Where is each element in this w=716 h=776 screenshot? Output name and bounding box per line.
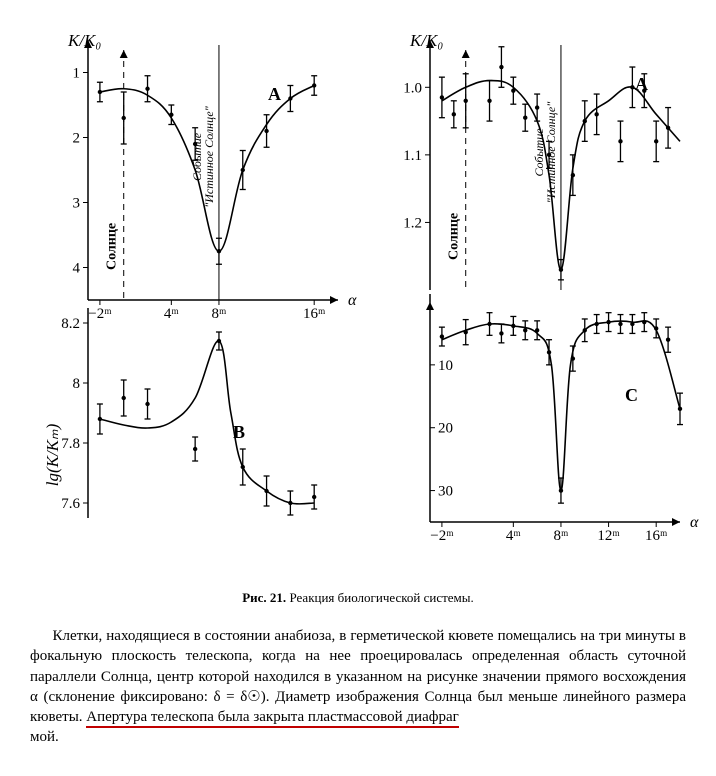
svg-text:8: 8	[73, 376, 81, 392]
svg-text:1: 1	[73, 66, 81, 82]
svg-text:7.8: 7.8	[61, 436, 80, 452]
svg-text:lg(K/Kₘ): lg(K/Kₘ)	[43, 423, 62, 486]
body-underlined: Апертура телескопа была закрыта пластмас…	[86, 709, 458, 728]
svg-text:α: α	[348, 292, 357, 309]
svg-text:12ᵐ: 12ᵐ	[597, 528, 620, 544]
svg-text:8ᵐ: 8ᵐ	[554, 528, 570, 544]
svg-text:2: 2	[73, 131, 81, 147]
caption-prefix: Рис. 21.	[242, 590, 286, 605]
svg-text:7.6: 7.6	[61, 496, 80, 512]
body-paragraph: Клетки, находящиеся в состоянии анабиоза…	[30, 626, 686, 748]
svg-text:30: 30	[438, 484, 453, 500]
svg-text:Солнце: Солнце	[447, 213, 462, 260]
svg-text:4: 4	[73, 261, 81, 277]
svg-text:A: A	[268, 84, 281, 104]
svg-text:8.2: 8.2	[61, 316, 80, 332]
svg-text:Солнце: Солнце	[105, 223, 120, 270]
svg-text:16ᵐ: 16ᵐ	[303, 306, 326, 322]
svg-text:1.1: 1.1	[403, 148, 422, 164]
svg-text:A: A	[635, 74, 648, 94]
svg-text:8ᵐ: 8ᵐ	[212, 306, 228, 322]
svg-text:α: α	[690, 514, 699, 531]
svg-text:16ᵐ: 16ᵐ	[645, 528, 668, 544]
caption-text: Реакция биологической системы.	[289, 590, 473, 605]
svg-text:−2ᵐ: −2ᵐ	[430, 528, 454, 544]
body-text-after: мой.	[30, 729, 59, 745]
svg-text:4ᵐ: 4ᵐ	[164, 306, 180, 322]
svg-text:C: C	[625, 385, 638, 405]
svg-text:B: B	[233, 422, 245, 442]
figure-caption: Рис. 21. Реакция биологической системы.	[40, 590, 676, 606]
svg-text:K/K₀: K/K₀	[409, 31, 443, 50]
svg-text:3: 3	[73, 196, 81, 212]
svg-text:20: 20	[438, 421, 453, 437]
svg-text:4ᵐ: 4ᵐ	[506, 528, 522, 544]
svg-text:−2ᵐ: −2ᵐ	[88, 306, 112, 322]
svg-text:1.0: 1.0	[403, 80, 422, 96]
svg-text:"Истинное Солнце": "Истинное Солнце"	[202, 105, 216, 208]
svg-text:1.2: 1.2	[403, 215, 422, 231]
figure-svg: −2ᵐ4ᵐ8ᵐ16ᵐα1234K/K₀СолнцеСобытие"Истинно…	[0, 0, 716, 580]
figure-21: −2ᵐ4ᵐ8ᵐ16ᵐα1234K/K₀СолнцеСобытие"Истинно…	[0, 0, 716, 580]
svg-text:10: 10	[438, 358, 453, 374]
svg-text:K/K₀: K/K₀	[67, 31, 101, 50]
